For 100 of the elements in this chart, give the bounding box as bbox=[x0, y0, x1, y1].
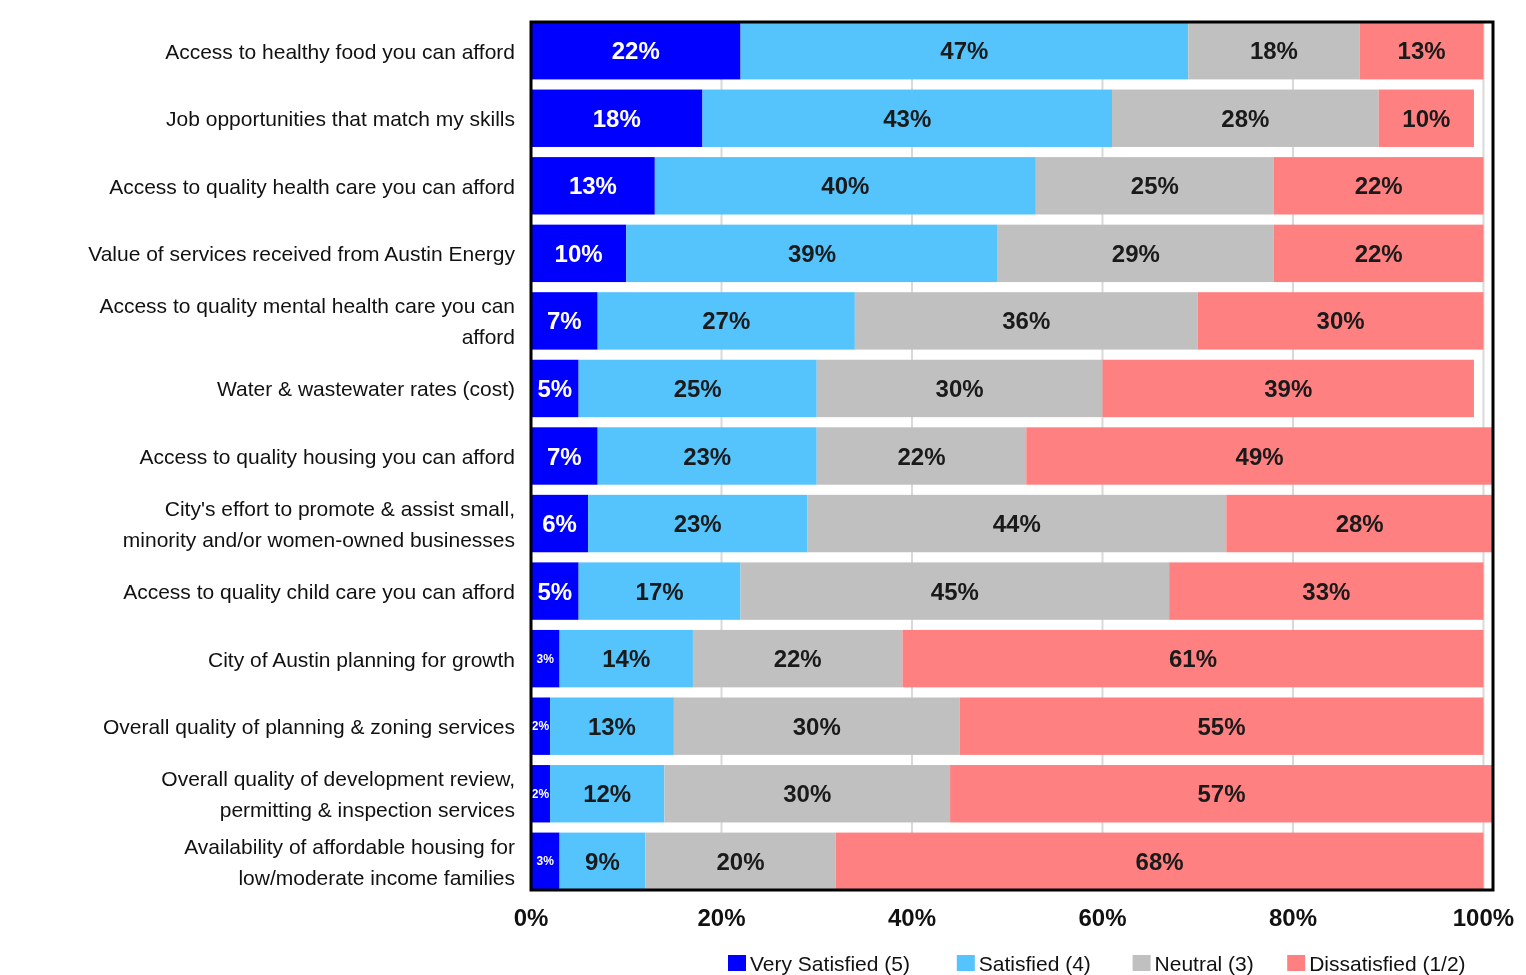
data-label: 12% bbox=[583, 780, 632, 808]
y-tick-label: Access to quality housing you can afford bbox=[139, 444, 515, 468]
x-tick-label: 0% bbox=[513, 904, 549, 931]
bar bbox=[807, 494, 1227, 553]
data-label: 6% bbox=[542, 510, 577, 538]
data-label: 5% bbox=[537, 577, 573, 605]
x-tick-label: 20% bbox=[697, 904, 746, 931]
data-label: 13% bbox=[568, 172, 617, 200]
data-label: 7% bbox=[546, 307, 582, 335]
data-label: 22% bbox=[773, 645, 822, 673]
bar bbox=[835, 832, 1484, 890]
x-tick-label: 60% bbox=[1078, 904, 1127, 931]
data-label: 13% bbox=[587, 712, 636, 740]
bar bbox=[1112, 89, 1379, 147]
data-label: 13% bbox=[1397, 37, 1446, 65]
bar bbox=[531, 89, 703, 147]
data-label: 61% bbox=[1168, 645, 1217, 673]
data-label: 43% bbox=[883, 104, 932, 132]
bar bbox=[1026, 427, 1493, 485]
data-label: 68% bbox=[1135, 847, 1184, 875]
y-tick-label: Availability of affordable housing for low/moderate income families bbox=[184, 834, 515, 889]
bar bbox=[626, 224, 998, 283]
bar bbox=[531, 157, 655, 215]
data-label: 28% bbox=[1335, 510, 1384, 538]
data-label: 49% bbox=[1235, 442, 1284, 470]
y-tick-label: Access to quality child care you can afford bbox=[123, 579, 515, 603]
bar bbox=[1197, 292, 1484, 350]
bar bbox=[645, 832, 836, 890]
data-label: 23% bbox=[683, 442, 732, 470]
data-label: 23% bbox=[673, 510, 722, 538]
bar bbox=[854, 292, 1198, 350]
y-tick-label: Access to quality health care you can afford bbox=[109, 174, 515, 198]
y-tick-label: Access to healthy food you can afford bbox=[165, 39, 515, 63]
data-label: 10% bbox=[554, 239, 603, 267]
data-label: 57% bbox=[1197, 780, 1246, 808]
data-label: 47% bbox=[940, 37, 989, 65]
legend-label: Dissatisfied (1/2) bbox=[1309, 952, 1466, 975]
x-tick-label: 40% bbox=[887, 904, 937, 931]
data-label: 36% bbox=[1002, 307, 1051, 335]
bar bbox=[559, 629, 693, 688]
data-label: 30% bbox=[1316, 307, 1365, 335]
data-label: 44% bbox=[992, 510, 1041, 538]
data-label: 29% bbox=[1111, 239, 1160, 267]
data-label: 22% bbox=[1354, 239, 1403, 267]
bar bbox=[692, 629, 903, 688]
bar bbox=[531, 427, 598, 485]
data-label: 40% bbox=[821, 172, 870, 200]
data-label: 30% bbox=[935, 374, 984, 402]
data-label: 30% bbox=[792, 712, 841, 740]
data-label: 17% bbox=[635, 577, 684, 605]
bar bbox=[531, 22, 741, 80]
data-label: 20% bbox=[716, 847, 765, 875]
data-label: 2% bbox=[531, 719, 550, 734]
bar bbox=[597, 427, 817, 485]
y-tick-label: Water & wastewater rates (cost) bbox=[217, 376, 515, 400]
bar bbox=[950, 765, 1493, 823]
data-label: 28% bbox=[1221, 104, 1270, 132]
bar bbox=[597, 292, 855, 350]
data-label: 14% bbox=[602, 645, 651, 673]
data-label: 2% bbox=[531, 786, 550, 801]
data-label: 25% bbox=[1130, 172, 1179, 200]
data-label: 55% bbox=[1197, 712, 1246, 740]
bar bbox=[997, 224, 1274, 283]
bar bbox=[550, 697, 674, 755]
bar bbox=[1378, 89, 1474, 147]
bar bbox=[664, 765, 951, 823]
data-label: 22% bbox=[611, 37, 660, 65]
bar bbox=[578, 359, 817, 418]
legend-label: Very Satisfied (5) bbox=[750, 952, 910, 975]
x-tick-label: 100% bbox=[1452, 904, 1515, 931]
data-label: 9% bbox=[585, 847, 620, 875]
data-label: 30% bbox=[783, 780, 832, 808]
data-label: 39% bbox=[1264, 374, 1313, 402]
bar bbox=[1188, 22, 1360, 80]
y-tick-label: Access to quality mental health care you can afford bbox=[99, 293, 515, 348]
legend-label: Neutral (3) bbox=[1154, 952, 1254, 975]
bar bbox=[578, 562, 741, 620]
bar bbox=[740, 22, 1189, 80]
bar bbox=[1273, 157, 1484, 215]
data-label: 33% bbox=[1302, 577, 1351, 605]
data-label: 45% bbox=[930, 577, 979, 605]
bar bbox=[1035, 157, 1274, 215]
y-tick-label: Job opportunities that match my skills bbox=[166, 106, 515, 130]
bar bbox=[550, 765, 665, 823]
data-label: 10% bbox=[1402, 104, 1451, 132]
bar bbox=[816, 427, 1027, 485]
data-label: 3% bbox=[536, 651, 555, 666]
y-tick-label: Overall quality of planning & zoning services bbox=[102, 714, 515, 738]
bar bbox=[1226, 494, 1493, 553]
data-label: 3% bbox=[536, 854, 555, 869]
bar bbox=[740, 562, 1170, 620]
data-label: 18% bbox=[592, 104, 641, 132]
bar bbox=[902, 629, 1484, 688]
bar bbox=[673, 697, 960, 755]
bar bbox=[816, 359, 1103, 418]
bar bbox=[959, 697, 1484, 755]
bar bbox=[588, 494, 808, 553]
bar bbox=[1102, 359, 1474, 418]
legend-label: Satisfied (4) bbox=[978, 952, 1091, 975]
data-label: 27% bbox=[702, 307, 751, 335]
